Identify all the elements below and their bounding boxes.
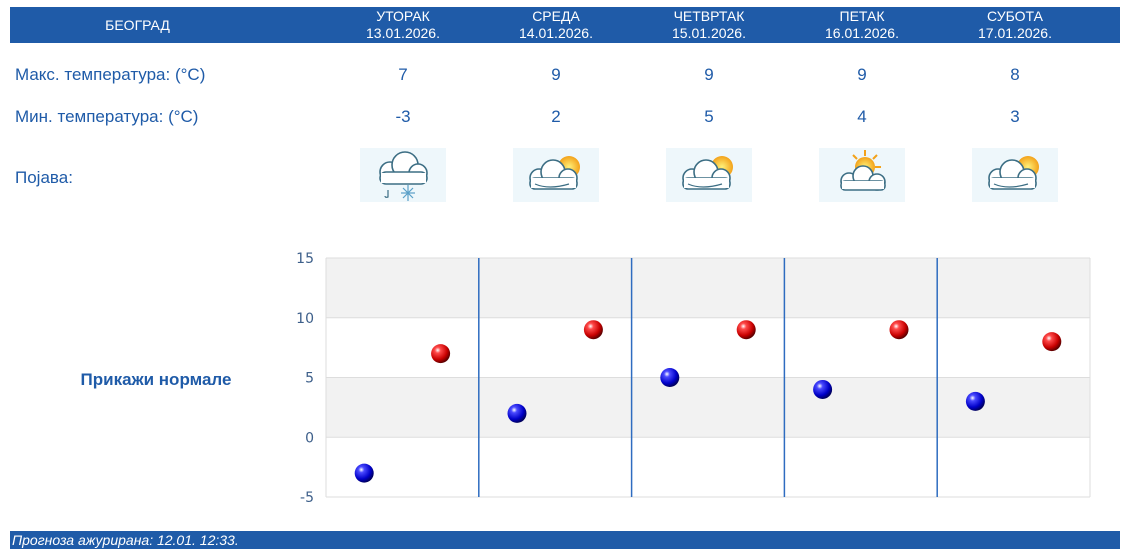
- y-tick-label: 5: [305, 371, 314, 387]
- min-temp-value: 2: [551, 107, 561, 126]
- y-tick-label: -5: [300, 490, 314, 506]
- min-temp-value: -3: [395, 107, 411, 126]
- y-tick-label: 10: [296, 311, 314, 327]
- cloud-snow-icon: [360, 148, 446, 202]
- partly-cloudy-icon: [972, 148, 1058, 202]
- day-header: УТОРАК 13.01.2026.: [328, 7, 478, 43]
- city-name: БЕОГРАД: [105, 17, 170, 33]
- forecast-header: БЕОГРАД УТОРАК 13.01.2026. СРЕДА 14.01.2…: [10, 7, 1120, 43]
- day-name: СУБОТА: [987, 8, 1043, 24]
- max-temp-point: [583, 320, 603, 340]
- y-tick-label: 0: [305, 430, 314, 446]
- min-temp-point: [813, 379, 833, 399]
- day-name: ЧЕТВРТАК: [673, 8, 745, 24]
- max-temp-value: 7: [398, 65, 408, 84]
- y-tick-label: 15: [296, 251, 314, 267]
- forecast-updated: Прогноза ажурирана: 12.01. 12:33.: [10, 531, 1120, 549]
- max-temp-label: Макс. температура: (°C): [15, 65, 206, 84]
- max-temp-point: [1042, 332, 1062, 352]
- min-temp-label: Мин. температура: (°C): [15, 107, 199, 126]
- temperature-chart: 15 10 5 0 -5: [296, 251, 1091, 506]
- min-temp-value: 4: [857, 107, 867, 126]
- max-temp-value: 9: [551, 65, 561, 84]
- min-temp-point: [354, 463, 374, 483]
- max-temp-value: 9: [704, 65, 714, 84]
- max-temp-point: [889, 320, 909, 340]
- max-temp-value: 9: [857, 65, 867, 84]
- day-date: 14.01.2026.: [519, 25, 593, 41]
- day-name: СРЕДА: [532, 8, 580, 24]
- chart-band: [326, 377, 1090, 438]
- chart-band: [326, 437, 1090, 497]
- max-temp-point: [736, 320, 756, 340]
- chart-band: [326, 258, 1090, 318]
- show-normals-button[interactable]: Прикажи нормале: [80, 370, 232, 389]
- day-date: 16.01.2026.: [825, 25, 899, 41]
- day-date: 17.01.2026.: [978, 25, 1052, 41]
- day-name: УТОРАК: [376, 8, 430, 24]
- min-temp-point: [660, 368, 680, 387]
- min-temp-point: [507, 403, 527, 423]
- partly-cloudy-icon: [666, 148, 752, 202]
- max-temp-value: 8: [1010, 65, 1020, 84]
- min-temp-value: 5: [704, 107, 714, 126]
- partly-cloudy-icon: [513, 148, 599, 202]
- min-temp-value: 3: [1010, 107, 1020, 126]
- mostly-sunny-icon: [819, 148, 905, 202]
- chart-band: [326, 317, 1090, 378]
- day-header: ПЕТАК 16.01.2026.: [787, 7, 937, 43]
- day-header: СРЕДА 14.01.2026.: [481, 7, 631, 43]
- day-header: СУБОТА 17.01.2026.: [940, 7, 1090, 43]
- day-date: 13.01.2026.: [366, 25, 440, 41]
- phenomenon-label: Појава:: [15, 168, 73, 187]
- max-temp-point: [431, 344, 451, 364]
- day-name: ПЕТАК: [839, 8, 885, 24]
- min-temp-point: [965, 391, 985, 411]
- day-date: 15.01.2026.: [672, 25, 746, 41]
- day-header: ЧЕТВРТАК 15.01.2026.: [634, 7, 784, 43]
